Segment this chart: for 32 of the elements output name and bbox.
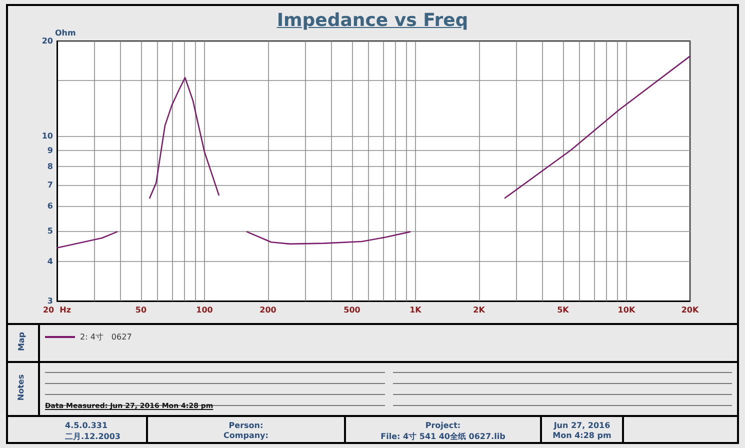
x-tick-label: 100 — [196, 306, 214, 314]
text: Company: — [222, 431, 270, 440]
y-tick-label: 4 — [47, 257, 54, 266]
text: 4.5.0.331 — [65, 421, 108, 430]
x-tick-label: 20K — [681, 306, 700, 314]
y-tick-label: 9 — [47, 146, 54, 155]
legend-label: 2: 4寸 0627 — [80, 332, 132, 342]
x-tick-label: 500 — [344, 306, 361, 314]
text: Notes — [16, 374, 26, 401]
x-tick-label: 200 — [260, 306, 277, 314]
text: Mon 4:28 pm — [552, 431, 612, 440]
text: Jun 27, 2016 — [552, 421, 612, 430]
text: Project: — [424, 421, 462, 430]
y-tick-label: 8 — [47, 162, 54, 172]
x-tick-label: 50 — [135, 306, 147, 314]
text: Map — [17, 332, 26, 352]
y-axis-title: Ohm — [55, 28, 76, 38]
y-tick-label: 20 — [42, 36, 54, 46]
text: 二月.12.2003 — [65, 431, 120, 442]
y-tick-label: 6 — [47, 202, 54, 211]
x-tick-label: 5K — [557, 306, 570, 314]
x-tick-label: 1K — [410, 306, 422, 314]
text: Person: — [228, 421, 264, 430]
chart-title: Impedance vs Freq — [276, 10, 468, 31]
y-tick-label: 3 — [47, 296, 53, 306]
x-tick-label: 2K — [473, 306, 486, 314]
y-tick-label: 10 — [42, 131, 54, 140]
x-tick-label: 10K — [618, 306, 636, 314]
x-tick-label: 20 Hz — [42, 306, 72, 314]
y-tick-label: 5 — [47, 226, 54, 236]
y-tick-label: 7 — [47, 180, 53, 190]
text: File: 4寸 541 40全纸 0627.lib — [380, 431, 506, 442]
